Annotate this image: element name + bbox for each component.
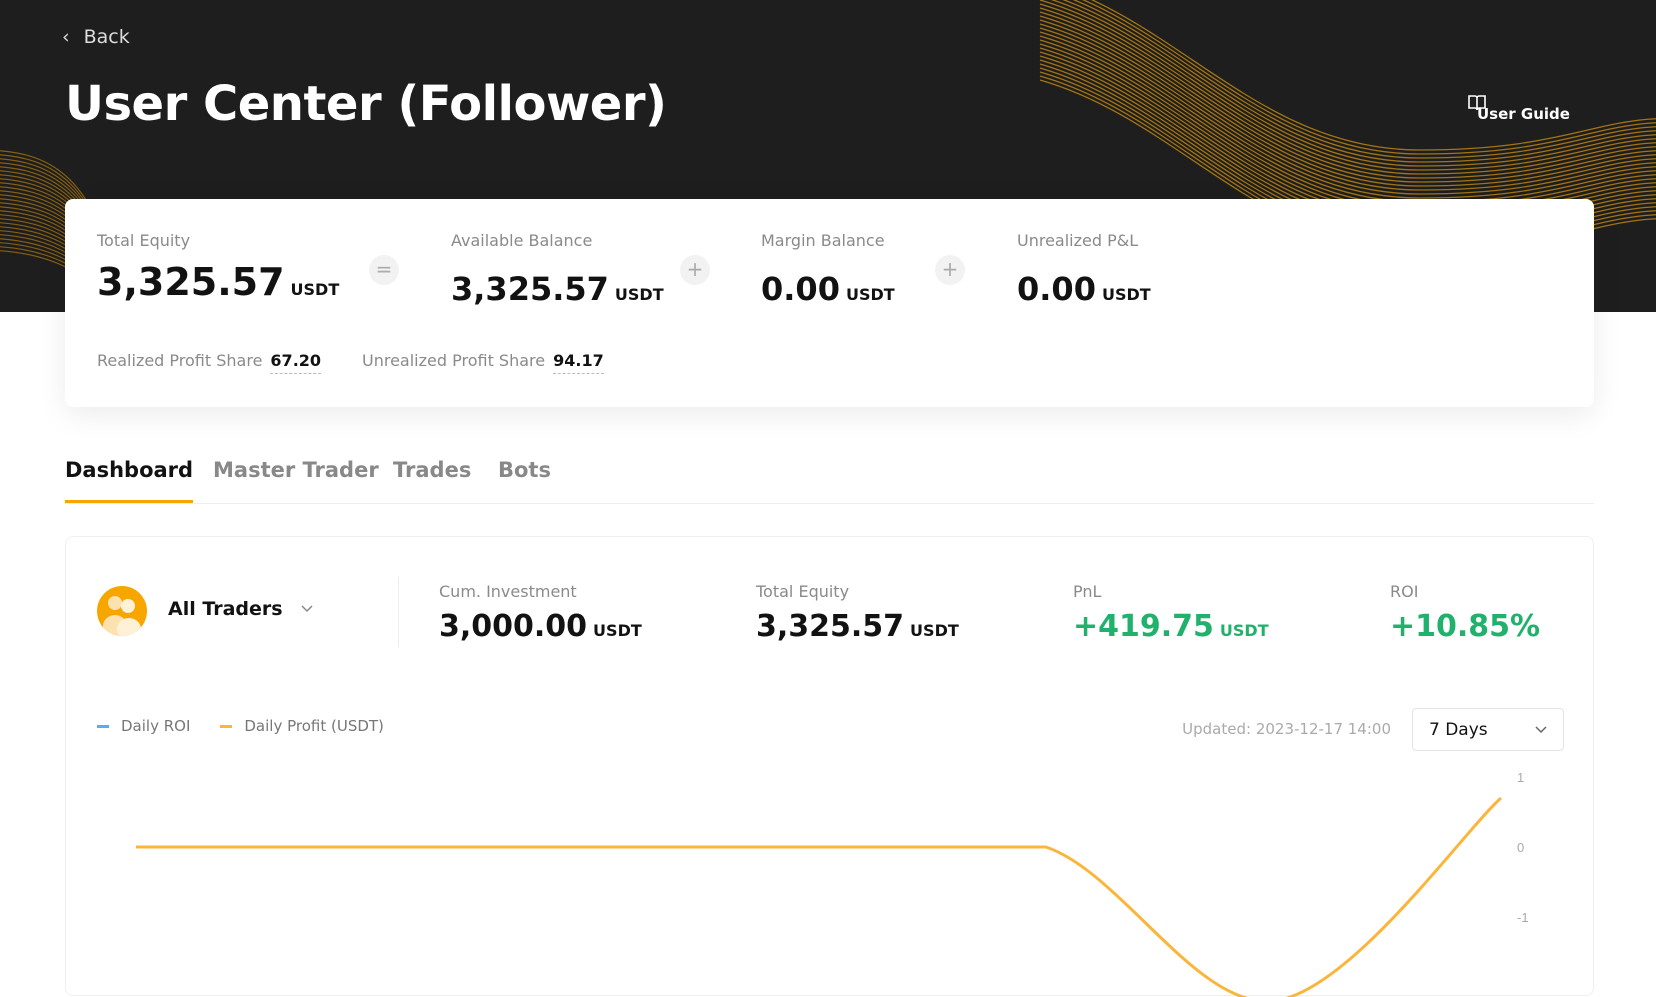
daily-profit-chart: 1 0 -1 — [136, 770, 1529, 997]
trader-select-value: All Traders — [168, 598, 283, 620]
divider — [398, 577, 399, 647]
daily-profit-line — [136, 796, 1502, 997]
available-balance-label: Available Balance — [451, 231, 593, 250]
legend-item-daily-roi[interactable]: Daily ROI — [97, 717, 190, 735]
unrealized-profit-share-value[interactable]: 94.17 — [553, 351, 604, 374]
range-select-value: 7 Days — [1429, 719, 1488, 740]
book-icon — [1468, 95, 1486, 111]
traders-avatar-icon — [97, 586, 147, 636]
realized-profit-share-label: Realized Profit Share — [97, 351, 263, 370]
unit: USDT — [910, 621, 959, 640]
chart-legend: Daily ROI Daily Profit (USDT) — [97, 717, 384, 735]
unit: USDT — [593, 621, 642, 640]
total-equity-value: 3,325.57 — [97, 260, 285, 304]
stat-value: 3,000.00 — [439, 609, 588, 644]
user-guide-label: User Guide — [1477, 105, 1570, 123]
stat-roi: ROI +10.85% — [1390, 582, 1540, 644]
chevron-left-icon: ‹ — [62, 26, 70, 48]
back-button[interactable]: ‹ Back — [62, 26, 130, 48]
unit: USDT — [614, 285, 664, 304]
legend-swatch — [220, 725, 233, 728]
wave-line — [1039, 11, 1656, 183]
chevron-down-icon — [301, 605, 313, 613]
wave-line — [1039, 23, 1656, 195]
plus-icon: + — [935, 255, 965, 285]
wave-line — [1039, 0, 1656, 171]
tab-bots[interactable]: Bots — [498, 458, 551, 482]
stat-cum-investment: Cum. Investment 3,000.00 USDT — [439, 582, 642, 644]
y-tick-label: 1 — [1517, 770, 1524, 785]
legend-label: Daily Profit (USDT) — [244, 717, 384, 735]
unrealized-pnl-label: Unrealized P&L — [1017, 231, 1139, 250]
wave-line — [1081, 0, 1656, 155]
trader-select[interactable]: All Traders — [168, 598, 313, 620]
tab-bar: Dashboard Master Trader Trades Bots — [65, 458, 1594, 504]
equity-summary-card: Total Equity 3,325.57 USDT = Available Ba… — [65, 199, 1594, 407]
wave-line — [1062, 0, 1656, 163]
realized-profit-share-value[interactable]: 67.20 — [270, 351, 322, 374]
stat-label: Total Equity — [756, 582, 850, 601]
equals-icon: = — [369, 255, 399, 285]
tab-master-trader[interactable]: Master Trader — [213, 458, 379, 482]
user-guide-button[interactable]: User Guide — [1467, 94, 1584, 134]
unit: USDT — [290, 280, 340, 299]
stat-label: Cum. Investment — [439, 582, 577, 601]
range-select[interactable]: 7 Days — [1412, 708, 1564, 751]
unrealized-profit-share-label: Unrealized Profit Share — [362, 351, 546, 370]
y-tick-label: 0 — [1517, 840, 1524, 855]
margin-balance-label: Margin Balance — [761, 231, 885, 250]
page-title: User Center (Follower) — [65, 76, 667, 132]
wave-line — [1039, 3, 1656, 175]
wave-line — [1072, 0, 1656, 159]
stat-total-equity: Total Equity 3,325.57 USDT — [756, 582, 959, 644]
plus-icon: + — [680, 255, 710, 285]
stat-label: PnL — [1073, 582, 1102, 601]
chevron-down-icon — [1535, 725, 1547, 733]
y-tick-label: -1 — [1517, 910, 1529, 925]
tab-trades[interactable]: Trades — [393, 458, 472, 482]
available-balance-value: 3,325.57 — [451, 270, 609, 308]
wave-line — [1039, 15, 1656, 187]
stat-value: 3,325.57 — [756, 609, 905, 644]
updated-timestamp: Updated: 2023-12-17 14:00 — [1182, 720, 1391, 738]
unrealized-profit-share: Unrealized Profit Share 94.17 — [362, 351, 604, 374]
stat-label: ROI — [1390, 582, 1419, 601]
total-equity-label: Total Equity — [97, 231, 191, 250]
wave-line — [1039, 19, 1656, 191]
back-label: Back — [83, 26, 130, 48]
wave-line — [1090, 0, 1656, 151]
wave-line — [1039, 27, 1656, 199]
dashboard-panel: All Traders Cum. Investment 3,000.00 USDT… — [65, 536, 1594, 997]
stat-value: +10.85% — [1390, 609, 1541, 644]
legend-item-daily-profit[interactable]: Daily Profit (USDT) — [220, 717, 384, 735]
margin-balance: Margin Balance 0.00 USDT — [761, 231, 895, 308]
unit: USDT — [1219, 621, 1269, 640]
stat-pnl: PnL +419.75 USDT — [1073, 582, 1269, 644]
available-balance: Available Balance 3,325.57 USDT — [451, 231, 664, 308]
legend-swatch — [97, 725, 109, 728]
tab-dashboard[interactable]: Dashboard — [65, 458, 194, 503]
stat-value: +419.75 — [1073, 609, 1214, 644]
legend-label: Daily ROI — [121, 717, 191, 735]
unit: USDT — [1101, 285, 1151, 304]
wave-line — [1039, 7, 1656, 179]
margin-balance-value: 0.00 — [761, 270, 840, 308]
unrealized-pnl: Unrealized P&L 0.00 USDT — [1017, 231, 1151, 308]
unrealized-pnl-value: 0.00 — [1017, 270, 1096, 308]
realized-profit-share: Realized Profit Share 67.20 — [97, 351, 322, 374]
unit: USDT — [845, 285, 895, 304]
total-equity: Total Equity 3,325.57 USDT — [97, 231, 339, 304]
wave-line — [1050, 0, 1656, 167]
